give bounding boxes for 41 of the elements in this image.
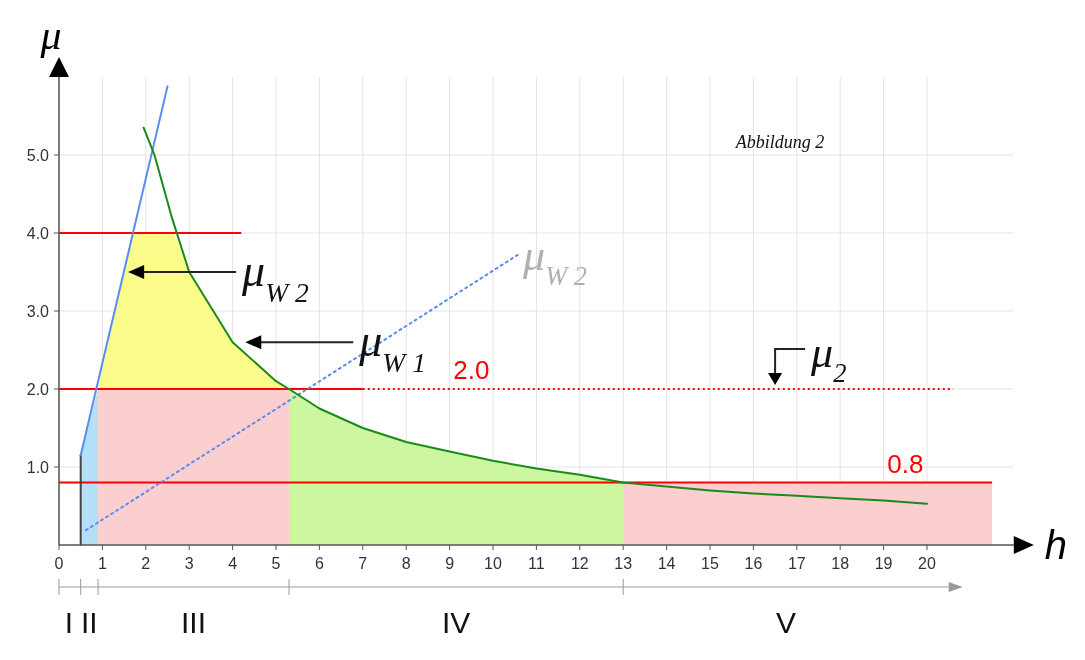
y-tick-label: 3.0 <box>26 303 50 320</box>
x-tick-label: 0 <box>54 555 64 572</box>
ref-line-label: 2.0 <box>453 355 490 385</box>
ref-line-label: 0.8 <box>887 448 924 479</box>
x-tick-label: 10 <box>484 555 502 572</box>
x-tick-label: 2 <box>141 555 151 572</box>
annotation: Abbildung 2 <box>734 132 825 152</box>
annotation: μ$_{W 1}$ <box>358 315 427 378</box>
x-tick-label: 20 <box>918 555 936 572</box>
x-tick-label: 6 <box>314 555 324 572</box>
text: IV <box>441 606 471 639</box>
x-tick-label: 8 <box>401 555 411 572</box>
annotation: μ$_{2}$ <box>810 328 847 388</box>
x-tick-label: 5 <box>271 555 281 572</box>
x-tick-label: 15 <box>701 555 719 572</box>
x-tick-label: 1 <box>97 555 107 572</box>
x-tick-label: 19 <box>874 555 893 572</box>
y-tick-label: 2.0 <box>26 381 50 398</box>
x-tick-label: 4 <box>228 555 238 572</box>
x-tick-label: 13 <box>614 555 633 572</box>
x-tick-label: 14 <box>657 555 676 572</box>
text: V <box>775 606 796 639</box>
text: I <box>64 606 74 639</box>
y-tick-label: 1.0 <box>26 459 50 476</box>
x-tick-label: 18 <box>831 555 850 572</box>
y-tick-label: 5.0 <box>26 147 50 164</box>
x-tick-label: 9 <box>445 555 455 572</box>
line-series <box>142 126 928 505</box>
annotation: μ$_{W 2}$ <box>241 245 310 308</box>
y-axis-title: μ <box>39 12 62 58</box>
x-tick-label: 12 <box>570 555 589 572</box>
x-axis-title: h <box>1044 523 1067 567</box>
annotation: μ$_{W 2}$ <box>522 231 587 292</box>
x-tick-label: 11 <box>528 555 545 572</box>
x-tick-label: 3 <box>184 555 194 572</box>
x-tick-label: 17 <box>787 555 806 572</box>
y-tick-label: 4.0 <box>26 225 50 242</box>
x-tick-label: 7 <box>358 555 368 572</box>
text: II <box>81 606 98 639</box>
text: III <box>181 606 207 639</box>
x-tick-label: 16 <box>744 555 763 572</box>
